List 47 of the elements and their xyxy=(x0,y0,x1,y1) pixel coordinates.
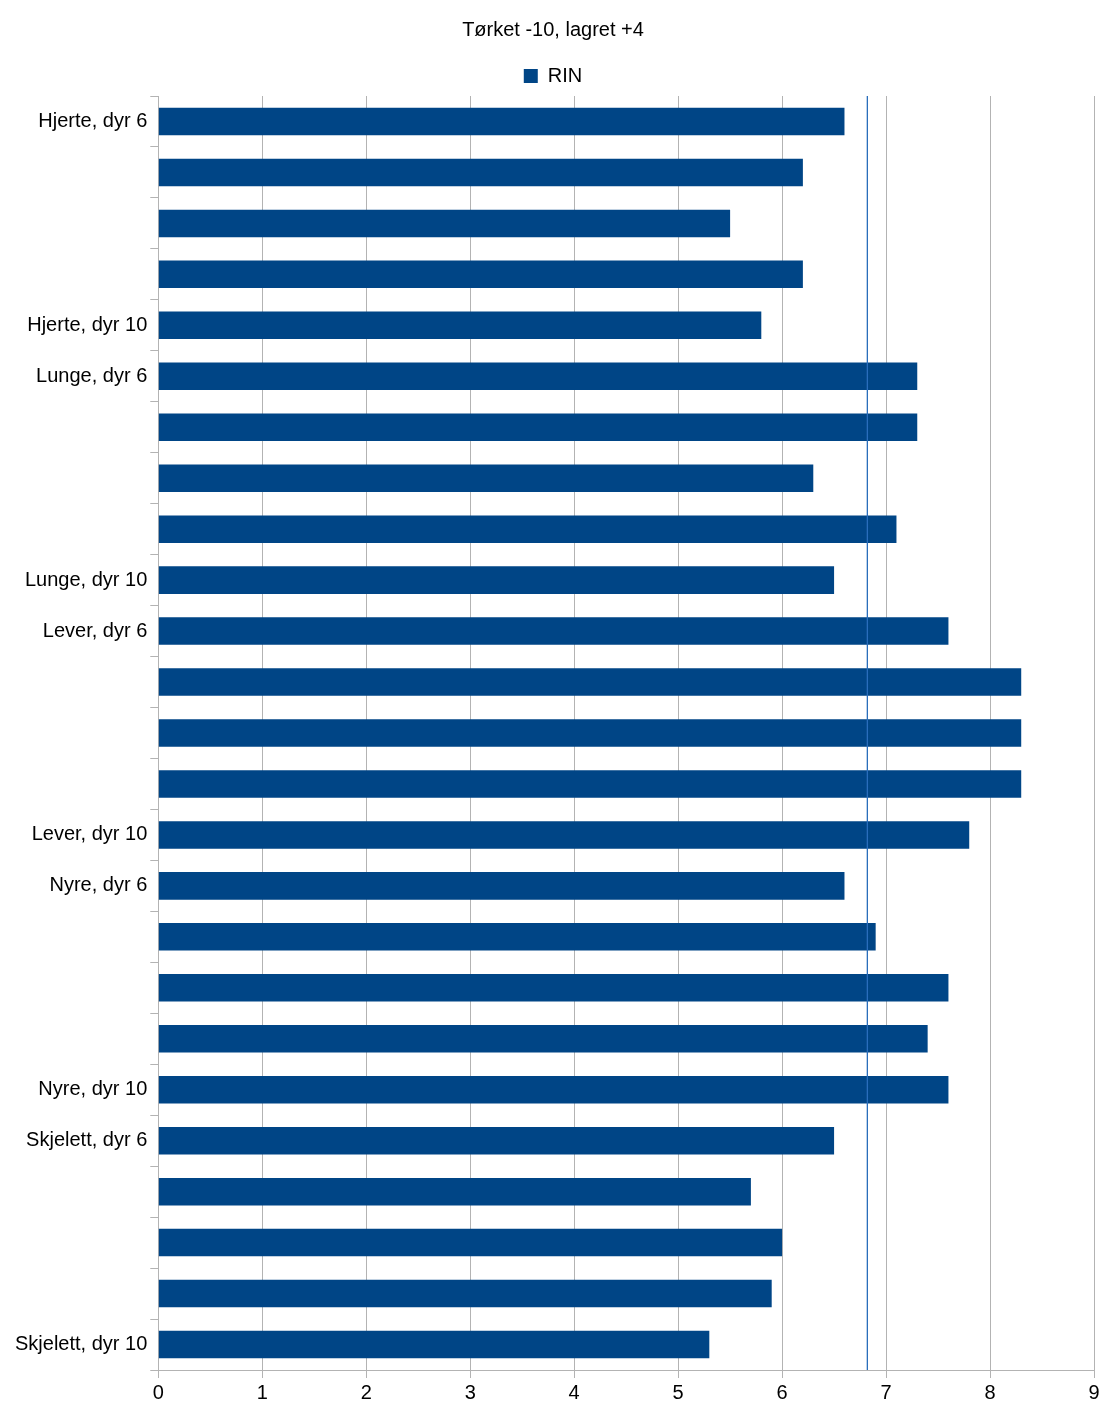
x-tick-label: 1 xyxy=(256,1380,268,1403)
x-tick-label: 5 xyxy=(672,1380,684,1403)
bar xyxy=(158,311,762,340)
bar xyxy=(158,1075,949,1104)
y-tick-label: Lunge, dyr 6 xyxy=(36,363,148,386)
bar xyxy=(158,974,949,1002)
y-tick-label: Skjelett, dyr 6 xyxy=(26,1128,148,1151)
x-tick-label: 2 xyxy=(360,1380,372,1403)
bar xyxy=(158,719,1022,747)
y-tick-label: Hjerte, dyr 10 xyxy=(27,312,148,335)
bar xyxy=(158,668,1022,696)
bar xyxy=(158,1126,835,1155)
y-tick-label: Lunge, dyr 10 xyxy=(24,567,148,590)
y-tick-label: Nyre, dyr 10 xyxy=(38,1077,148,1100)
y-tick-label: Nyre, dyr 6 xyxy=(49,873,148,896)
bar xyxy=(158,1177,751,1206)
y-tick-label: Skjelett, dyr 10 xyxy=(14,1332,148,1355)
bar xyxy=(158,872,845,900)
bar xyxy=(158,515,897,543)
bar xyxy=(158,1228,783,1257)
y-tick-label: Hjerte, dyr 6 xyxy=(38,109,148,131)
bar xyxy=(158,1025,928,1053)
bar xyxy=(158,209,731,238)
bar xyxy=(158,1330,710,1359)
bar xyxy=(158,770,1022,798)
legend-label: RIN xyxy=(547,63,583,86)
bar xyxy=(158,566,835,594)
x-tick-label: 4 xyxy=(568,1380,580,1403)
bar xyxy=(158,362,918,391)
x-tick-label: 3 xyxy=(464,1380,476,1403)
bar xyxy=(158,464,814,492)
x-tick-label: 6 xyxy=(776,1380,788,1403)
chart-title: Tørket -10, lagret +4 xyxy=(462,17,644,40)
bar xyxy=(158,107,845,136)
y-tick-label: Lever, dyr 6 xyxy=(42,618,148,641)
bar xyxy=(158,413,918,441)
x-tick-label: 7 xyxy=(880,1380,892,1403)
x-tick-label: 9 xyxy=(1088,1380,1100,1403)
bar xyxy=(158,1279,772,1308)
x-tick-label: 8 xyxy=(984,1380,996,1403)
x-tick-label: 0 xyxy=(152,1380,164,1403)
bar xyxy=(158,821,970,849)
bar xyxy=(158,260,803,289)
bar xyxy=(158,923,876,951)
y-tick-label: Lever, dyr 10 xyxy=(31,822,148,845)
bar xyxy=(158,617,949,645)
bar xyxy=(158,158,803,187)
